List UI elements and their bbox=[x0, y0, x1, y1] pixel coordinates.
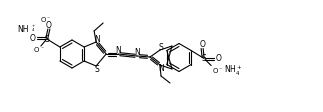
Text: S: S bbox=[202, 54, 206, 63]
Text: S: S bbox=[95, 65, 99, 73]
Text: O: O bbox=[46, 20, 52, 29]
Text: ⁻: ⁻ bbox=[218, 68, 222, 73]
Text: S: S bbox=[45, 34, 49, 43]
Text: O: O bbox=[33, 47, 38, 53]
Text: O: O bbox=[215, 54, 221, 63]
Text: O: O bbox=[40, 17, 46, 23]
Text: ⁻: ⁻ bbox=[46, 17, 49, 23]
Text: NH$_4^+$: NH$_4^+$ bbox=[224, 63, 242, 78]
Text: N: N bbox=[158, 64, 164, 72]
Text: O: O bbox=[213, 68, 218, 73]
Text: $_4^+$: $_4^+$ bbox=[31, 24, 36, 34]
Text: O: O bbox=[199, 40, 205, 49]
Text: O: O bbox=[30, 33, 36, 42]
Text: N: N bbox=[115, 45, 121, 55]
Text: S: S bbox=[159, 42, 163, 52]
Text: N: N bbox=[134, 47, 140, 56]
Text: ⁻: ⁻ bbox=[40, 47, 44, 53]
Text: N: N bbox=[94, 34, 100, 43]
Text: NH: NH bbox=[17, 25, 29, 33]
